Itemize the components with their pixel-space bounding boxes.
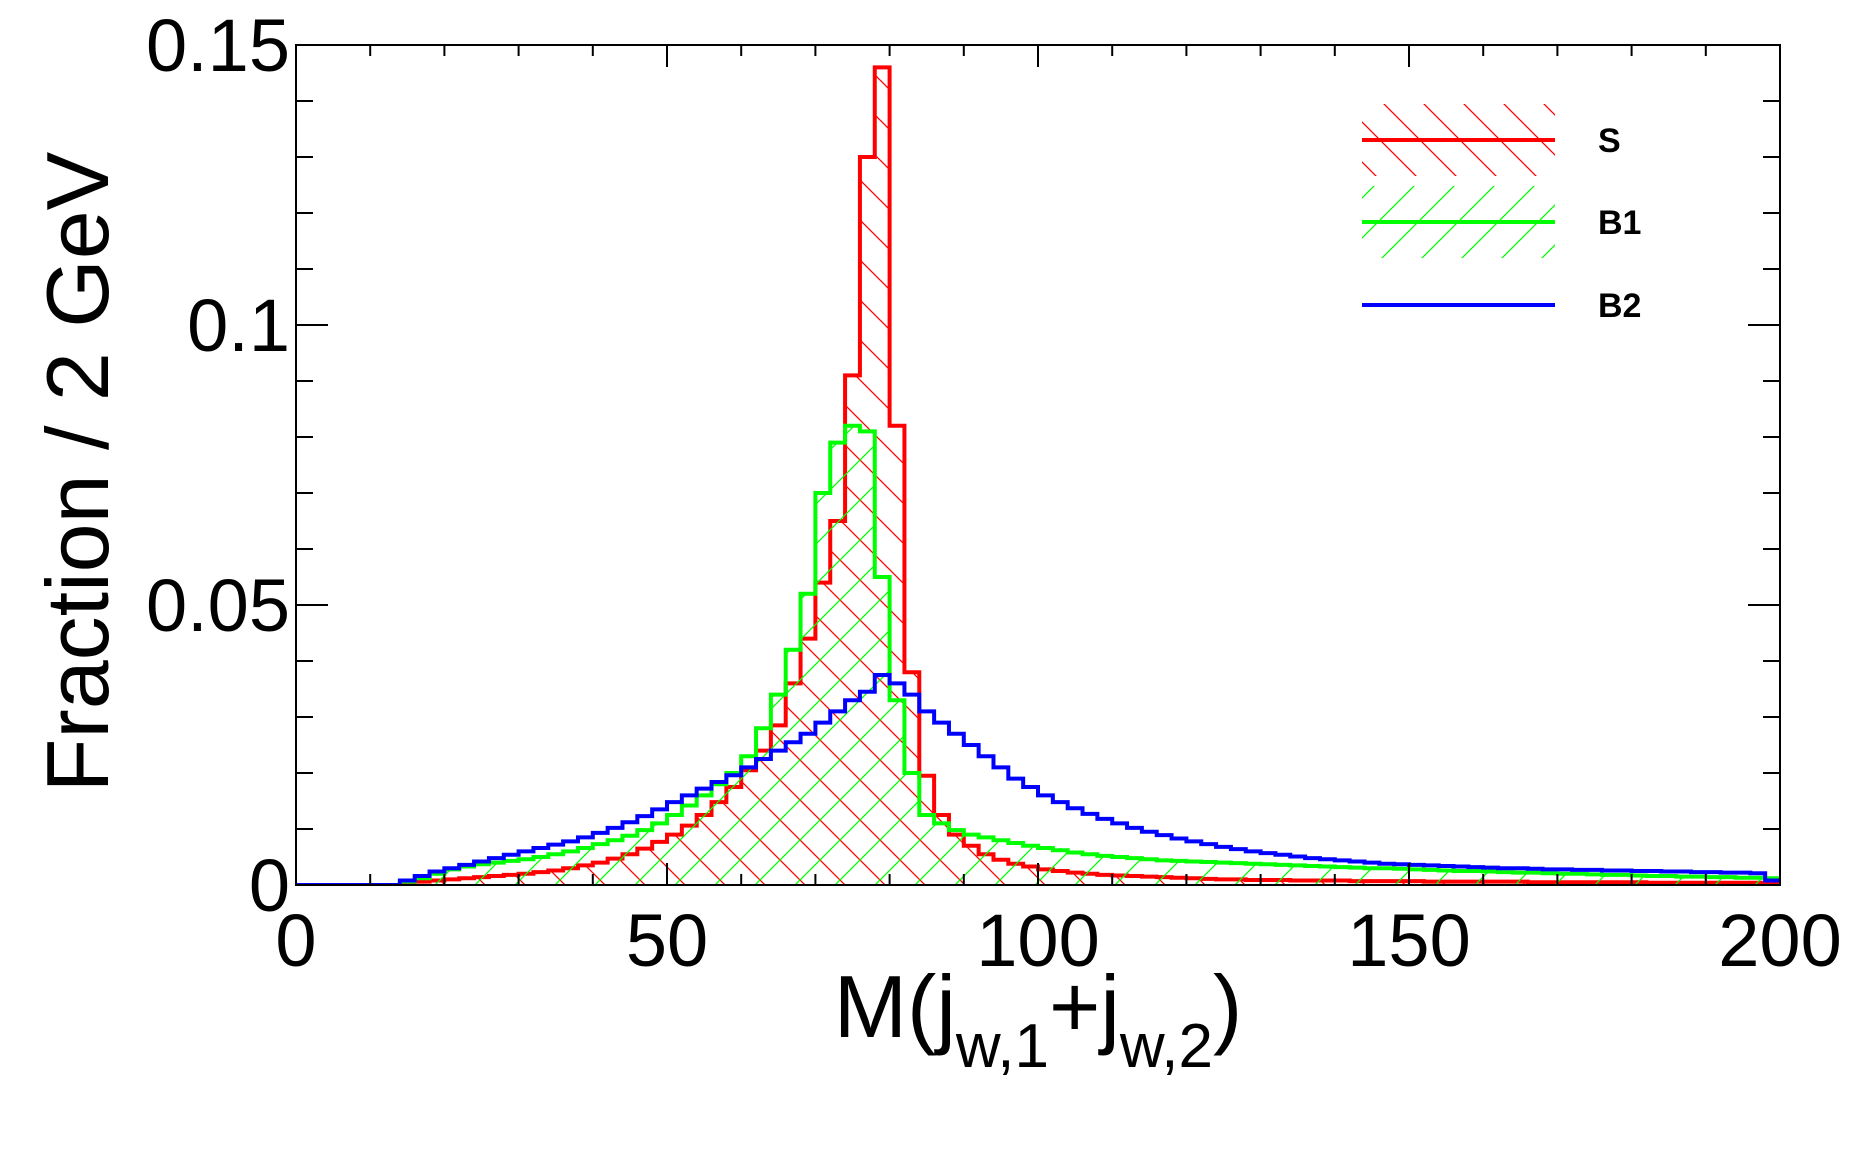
axis-tick-labels: 0 50 100 150 200 0 0.05 0.1 0.15 (146, 4, 1842, 982)
legend-label: S (1598, 122, 1621, 160)
legend-entry-b1: B1 (1362, 186, 1641, 258)
legend-label: B2 (1598, 287, 1641, 325)
x-tick-label: 100 (976, 899, 1099, 982)
series-b1-fill (296, 425, 1780, 885)
x-tick-label: 200 (1718, 899, 1841, 982)
legend-entry-b2: B2 (1362, 287, 1641, 325)
x-title-end: ) (1213, 957, 1242, 1056)
x-title-mid: +j (1049, 957, 1120, 1056)
x-title-sub1: w,1 (955, 1012, 1049, 1081)
axis-ticks (295, 44, 1781, 886)
legend: S B1 B2 (1362, 104, 1641, 325)
x-tick-label: 0 (275, 899, 316, 982)
y-tick-label: 0.05 (146, 564, 290, 647)
x-tick-label: 150 (1347, 899, 1470, 982)
x-axis-title: M(jw,1+jw,2) (834, 957, 1243, 1081)
series-s-line (296, 65, 1780, 885)
y-tick-label: 0 (249, 844, 290, 927)
series-s-fill (296, 67, 1780, 885)
series-b2-line (296, 673, 1780, 885)
legend-label: B1 (1598, 204, 1641, 242)
series-layer (296, 65, 1780, 885)
legend-entry-s: S (1362, 104, 1621, 176)
plot-frame (295, 44, 1781, 886)
y-tick-label: 0.1 (187, 284, 290, 367)
y-tick-label: 0.15 (146, 4, 290, 87)
x-title-main: M(j (834, 957, 956, 1056)
x-title-sub2: w,2 (1119, 1012, 1213, 1081)
y-axis-title: Fraction / 2 GeV (28, 151, 127, 792)
x-tick-label: 50 (626, 899, 708, 982)
series-b1-line (296, 423, 1780, 885)
